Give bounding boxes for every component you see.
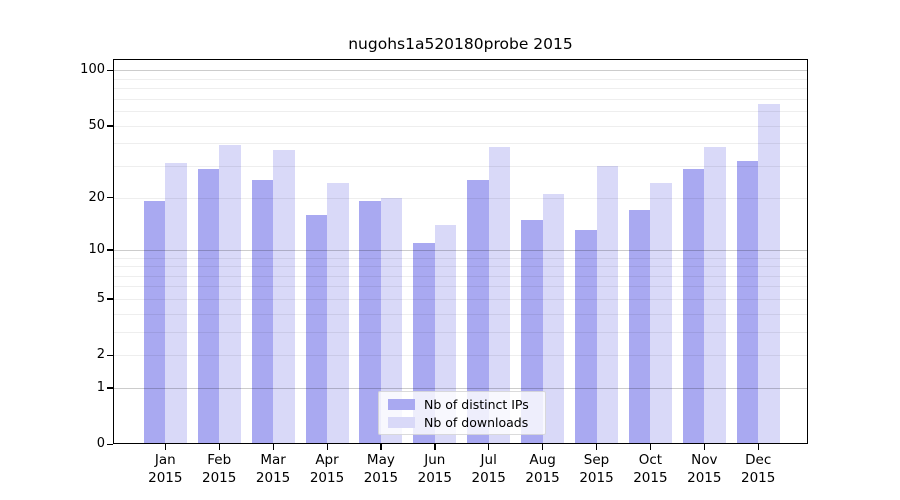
x-tick-mark [164, 444, 167, 450]
x-tick-year: 2015 [687, 469, 722, 486]
bar [359, 201, 381, 444]
bars-layer [113, 59, 808, 444]
y-tick-label: 10 [88, 241, 105, 257]
x-tick-mark [649, 444, 652, 450]
x-tick-mark [326, 444, 328, 450]
bar [197, 168, 220, 444]
legend: Nb of distinct IPs Nb of downloads [378, 391, 546, 435]
x-tick-mark [272, 444, 274, 450]
y-tick-label: 1 [96, 379, 105, 395]
x-tick-mark [542, 444, 544, 450]
bar [542, 193, 565, 444]
x-tick-month: Jul [480, 452, 497, 468]
bar [488, 147, 511, 444]
x-tick-label: May 2015 [349, 452, 413, 487]
x-tick-month: May [366, 452, 395, 468]
bar [219, 145, 241, 444]
y-tick-label: 2 [96, 347, 105, 363]
x-tick-label: Jan 2015 [133, 452, 197, 487]
x-tick-year: 2015 [202, 469, 237, 486]
x-tick-mark [218, 444, 220, 450]
x-tick-label: Mar 2015 [241, 452, 305, 487]
x-tick-month: Aug [529, 452, 556, 468]
chart-title: nugohs1a520180probe 2015 [348, 35, 573, 53]
x-tick-label: Apr 2015 [295, 452, 359, 487]
bar [704, 147, 726, 444]
bar [380, 197, 403, 444]
x-tick-label: Sep 2015 [565, 452, 629, 487]
x-tick-mark [596, 444, 598, 450]
y-tick-label: 20 [88, 189, 105, 205]
plot-area: Nb of distinct IPs Nb of downloads [113, 59, 808, 444]
bar [251, 180, 274, 444]
x-tick-month: Oct [638, 452, 663, 468]
x-tick-year: 2015 [579, 469, 614, 486]
x-tick-label: Oct 2015 [618, 452, 682, 487]
x-tick-year: 2015 [525, 469, 560, 486]
bar [467, 180, 489, 444]
x-tick-mark [703, 444, 706, 450]
bar [434, 224, 457, 444]
bar [305, 214, 327, 444]
x-tick-label: Nov 2015 [672, 452, 736, 487]
legend-row: Nb of distinct IPs [388, 397, 536, 412]
y-tick-mark [107, 354, 113, 356]
x-tick-label: Jun 2015 [403, 452, 467, 487]
bar [596, 166, 618, 444]
x-tick-month: Mar [260, 452, 286, 468]
x-tick-month: Jun [424, 452, 446, 468]
bar [273, 149, 295, 444]
x-tick-month: Jan [154, 452, 176, 468]
bar [165, 163, 187, 444]
x-tick-year: 2015 [148, 469, 183, 486]
bar [628, 210, 651, 444]
x-tick-mark [757, 444, 759, 450]
x-tick-mark [434, 444, 436, 450]
x-tick-mark [488, 444, 490, 450]
y-tick-mark [107, 387, 113, 389]
bar [650, 183, 672, 444]
y-tick-mark [107, 249, 113, 251]
x-tick-month: Sep [583, 452, 610, 468]
y-tick-label: 50 [88, 117, 105, 133]
legend-label: Nb of downloads [424, 414, 529, 430]
x-tick-label: Dec 2015 [726, 452, 790, 487]
x-tick-year: 2015 [471, 469, 506, 486]
y-tick-mark [107, 125, 113, 127]
legend-swatch [388, 398, 415, 410]
x-tick-year: 2015 [363, 469, 399, 486]
x-tick-year: 2015 [417, 469, 452, 486]
y-tick-mark [107, 443, 113, 445]
x-tick-month: Apr [315, 452, 339, 468]
x-tick-year: 2015 [255, 469, 291, 486]
legend-row: Nb of downloads [388, 415, 536, 430]
x-tick-mark [380, 444, 382, 450]
y-tick-mark [107, 197, 113, 199]
bar [327, 183, 349, 444]
legend-label: Nb of distinct IPs [424, 396, 529, 412]
y-tick-mark [107, 298, 113, 300]
bar [736, 160, 759, 444]
x-tick-label: Jul 2015 [457, 452, 521, 487]
x-tick-year: 2015 [633, 469, 668, 486]
x-tick-month: Dec [745, 452, 772, 468]
bar [143, 201, 166, 444]
legend-swatch [388, 416, 415, 428]
y-tick-label: 5 [96, 290, 105, 306]
bar [521, 219, 543, 444]
x-tick-year: 2015 [741, 469, 776, 486]
x-tick-label: Aug 2015 [511, 452, 575, 487]
bar [758, 103, 780, 444]
y-tick-label: 0 [96, 436, 105, 451]
x-tick-label: Feb 2015 [187, 452, 251, 487]
y-tick-mark [107, 69, 113, 72]
y-tick-label: 100 [80, 62, 105, 78]
bar [682, 168, 705, 444]
x-tick-month: Nov [691, 452, 718, 468]
bar [575, 230, 597, 444]
x-tick-year: 2015 [309, 469, 345, 486]
x-tick-month: Feb [207, 452, 232, 468]
